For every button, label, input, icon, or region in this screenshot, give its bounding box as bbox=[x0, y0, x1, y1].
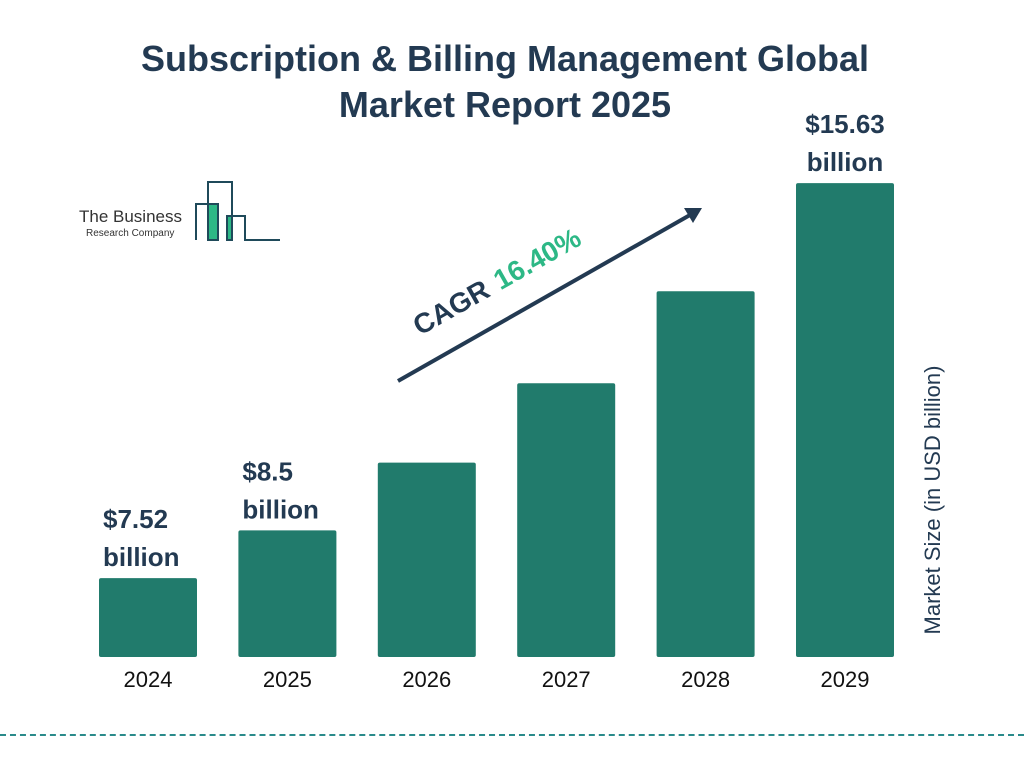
data-label: billion bbox=[807, 147, 884, 177]
title-line-1: Subscription & Billing Management Global bbox=[140, 38, 870, 79]
data-label: $15.63 bbox=[805, 109, 885, 139]
x-tick-label: 2024 bbox=[124, 667, 173, 692]
data-label: $7.52 bbox=[103, 504, 168, 534]
logo: The Business Research Company bbox=[79, 181, 280, 241]
x-tick-label: 2028 bbox=[681, 667, 730, 692]
cagr-arrow-line bbox=[397, 213, 691, 383]
data-label: billion bbox=[242, 494, 319, 524]
divider-dashed bbox=[0, 734, 1024, 736]
cagr-arrow-head bbox=[684, 208, 702, 223]
chart-title: Subscription & Billing Management Global… bbox=[0, 36, 1010, 128]
cagr-label: CAGR bbox=[408, 274, 495, 342]
logo-outline bbox=[195, 181, 280, 241]
bar-2026 bbox=[377, 462, 476, 657]
logo-bar-2 bbox=[227, 216, 232, 240]
x-tick-label: 2029 bbox=[821, 667, 870, 692]
cagr-annotation: CAGR16.40% bbox=[397, 208, 702, 383]
y-axis-label: Market Size (in USD billion) bbox=[920, 365, 945, 635]
bar-2027 bbox=[517, 383, 616, 657]
logo-line-2: Research Company bbox=[86, 228, 174, 239]
bar-2029 bbox=[796, 183, 894, 658]
data-label: billion bbox=[103, 542, 180, 572]
bar-2024 bbox=[99, 578, 197, 657]
logo-line-1: The Business bbox=[79, 207, 182, 226]
x-tick-label: 2025 bbox=[263, 667, 312, 692]
bar-2028 bbox=[656, 291, 755, 657]
x-tick-label: 2027 bbox=[542, 667, 591, 692]
title-line-2: Market Report 2025 bbox=[338, 84, 672, 125]
x-tick-label: 2026 bbox=[402, 667, 451, 692]
data-label: $8.5 bbox=[242, 456, 293, 486]
bar-2025 bbox=[238, 530, 337, 657]
logo-bar-1 bbox=[208, 203, 218, 240]
